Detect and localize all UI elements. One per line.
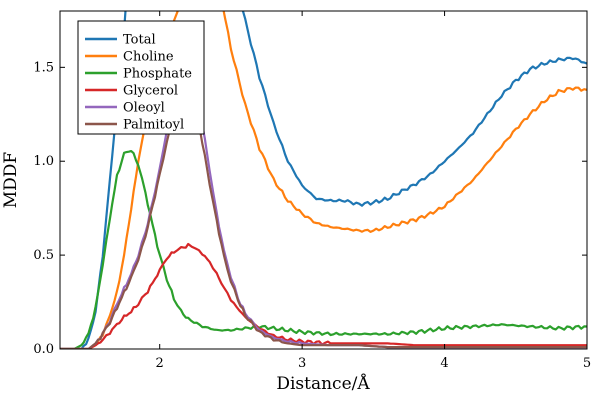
legend-label-oleoyl: Oleoyl: [123, 101, 165, 116]
legend-label-choline: Choline: [123, 50, 174, 65]
plot-frame: [59, 10, 588, 350]
y-axis-label: MDDF: [1, 152, 21, 209]
x-tick-label: 3: [298, 356, 306, 371]
y-tick-label: 1.5: [33, 60, 54, 75]
x-tick-label: 4: [440, 356, 448, 371]
legend-label-phosphate: Phosphate: [123, 67, 192, 82]
y-tick-label: 0.0: [33, 342, 54, 357]
y-axis: 0.0 0.5 1.0 1.5: [33, 60, 587, 357]
series-line-total: [60, 11, 587, 349]
legend-label-palmitoyl: Palmitoyl: [123, 118, 184, 133]
series-line-glycerol: [60, 242, 587, 349]
x-tick-label: 5: [583, 356, 591, 371]
y-tick-label: 1.0: [33, 154, 54, 169]
series-line-palmitoyl: [60, 87, 587, 349]
x-axis: 2 3 4 5: [156, 11, 591, 371]
series-layer: [60, 11, 587, 349]
x-axis-label: Distance/Å: [276, 373, 370, 394]
x-tick-label: 2: [156, 356, 164, 371]
y-tick-label: 0.5: [33, 248, 54, 263]
series-line-phosphate: [60, 150, 587, 349]
legend-label-total: Total: [123, 33, 156, 48]
legend: Total Choline Phosphate Glycerol Oleoyl Palmi…: [77, 20, 205, 135]
series-line-choline: [60, 11, 587, 349]
legend-label-glycerol: Glycerol: [123, 84, 178, 99]
